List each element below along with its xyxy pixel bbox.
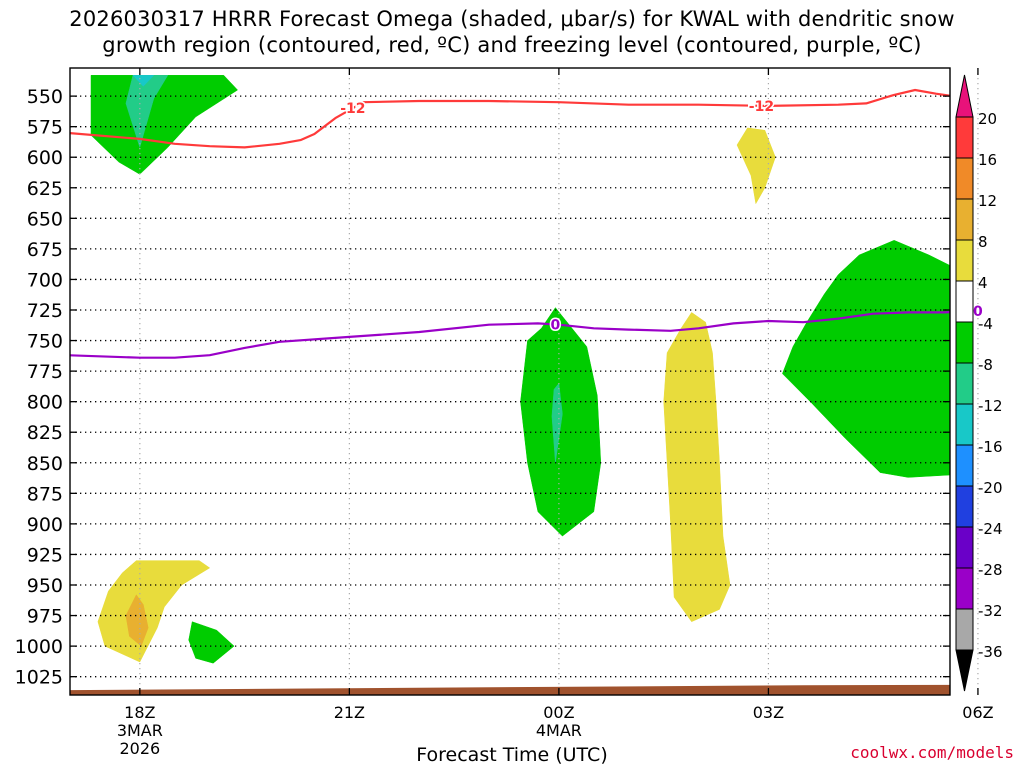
colorbar-label: 16: [978, 151, 997, 169]
x-tick-label: 00Z: [543, 703, 574, 722]
colorbar-swatch: [955, 239, 974, 282]
colorbar-swatch: [955, 567, 974, 610]
y-tick-label: 825: [27, 422, 63, 444]
colorbar-swatch: [955, 321, 974, 364]
x-axis-label: Forecast Time (UTC): [416, 744, 608, 766]
contour-line: [70, 88, 950, 149]
omega-region: [97, 560, 211, 663]
y-tick-label: 850: [27, 453, 63, 475]
colorbar-swatch: [955, 157, 974, 200]
colorbar-swatch: [955, 362, 974, 405]
contour-label: 0: [973, 304, 983, 320]
contour-label: 0: [551, 317, 561, 333]
colorbar-swatch: [955, 485, 974, 528]
colorbar-label: 12: [978, 192, 997, 210]
contour-label: -12: [340, 101, 365, 117]
y-tick-label: 700: [27, 269, 63, 291]
terrain-band: [70, 684, 950, 695]
y-tick-label: 900: [27, 514, 63, 536]
x-tick-label: 03Z: [753, 703, 784, 722]
omega-region: [663, 312, 731, 623]
contour-line: [70, 311, 950, 359]
colorbar-top-arrow: [955, 74, 974, 118]
colorbar-label: 4: [978, 274, 988, 292]
colorbar-swatch: [955, 608, 974, 651]
colorbar-swatch: [955, 198, 974, 241]
colorbar-label: -8: [978, 356, 993, 374]
y-tick-label: 1025: [15, 667, 63, 689]
colorbar-label: -12: [978, 397, 1003, 415]
contour-label: -12: [749, 99, 774, 115]
colorbar-swatch: [955, 280, 974, 323]
chart-title: 2026030317 HRRR Forecast Omega (shaded, …: [69, 7, 955, 31]
y-tick-label: 725: [27, 300, 63, 322]
omega-region: [188, 621, 235, 664]
omega-region: [125, 75, 169, 149]
colorbar-label: -24: [978, 520, 1003, 538]
y-tick-label: 775: [27, 361, 63, 383]
colorbar-swatch: [955, 526, 974, 569]
y-tick-label: 675: [27, 239, 63, 261]
colorbar-swatch: [955, 116, 974, 159]
colorbar-label: -28: [978, 561, 1003, 579]
y-tick-label: 625: [27, 178, 63, 200]
x-tick-label: 21Z: [334, 703, 365, 722]
y-tick-label: 550: [27, 86, 63, 108]
colorbar-swatch: [955, 444, 974, 487]
colorbar-label: -16: [978, 438, 1003, 456]
x-tick-label: 06Z: [962, 703, 993, 722]
y-tick-label: 800: [27, 392, 63, 414]
y-tick-label: 1000: [15, 636, 63, 658]
x-tick-label: 4MAR: [536, 721, 582, 740]
x-tick-label: 2026: [119, 739, 160, 758]
colorbar-swatch: [955, 403, 974, 446]
omega-region: [132, 75, 155, 87]
omega-region: [736, 127, 776, 205]
colorbar-label: 8: [978, 233, 988, 251]
x-tick-label: 3MAR: [117, 721, 163, 740]
colorbar-label: 20: [978, 110, 997, 128]
y-tick-label: 950: [27, 575, 63, 597]
y-tick-label: 975: [27, 606, 63, 628]
plot-frame: [69, 67, 951, 696]
colorbar-bottom-arrow: [955, 649, 974, 692]
y-tick-label: 925: [27, 544, 63, 566]
colorbar-label: -36: [978, 643, 1003, 661]
y-tick-label: 650: [27, 208, 63, 230]
y-tick-label: 875: [27, 483, 63, 505]
colorbar-label: -4: [978, 315, 993, 333]
x-tick-label: 18Z: [124, 703, 155, 722]
chart-subtitle: growth region (contoured, red, ºC) and f…: [102, 33, 922, 57]
omega-region: [782, 240, 950, 478]
y-tick-label: 575: [27, 117, 63, 139]
credit-label: coolwx.com/models: [850, 743, 1014, 762]
colorbar-label: -32: [978, 602, 1003, 620]
y-tick-label: 750: [27, 331, 63, 353]
omega-region: [551, 382, 563, 463]
colorbar-label: -20: [978, 479, 1003, 497]
y-tick-label: 600: [27, 147, 63, 169]
omega-region: [90, 75, 238, 175]
